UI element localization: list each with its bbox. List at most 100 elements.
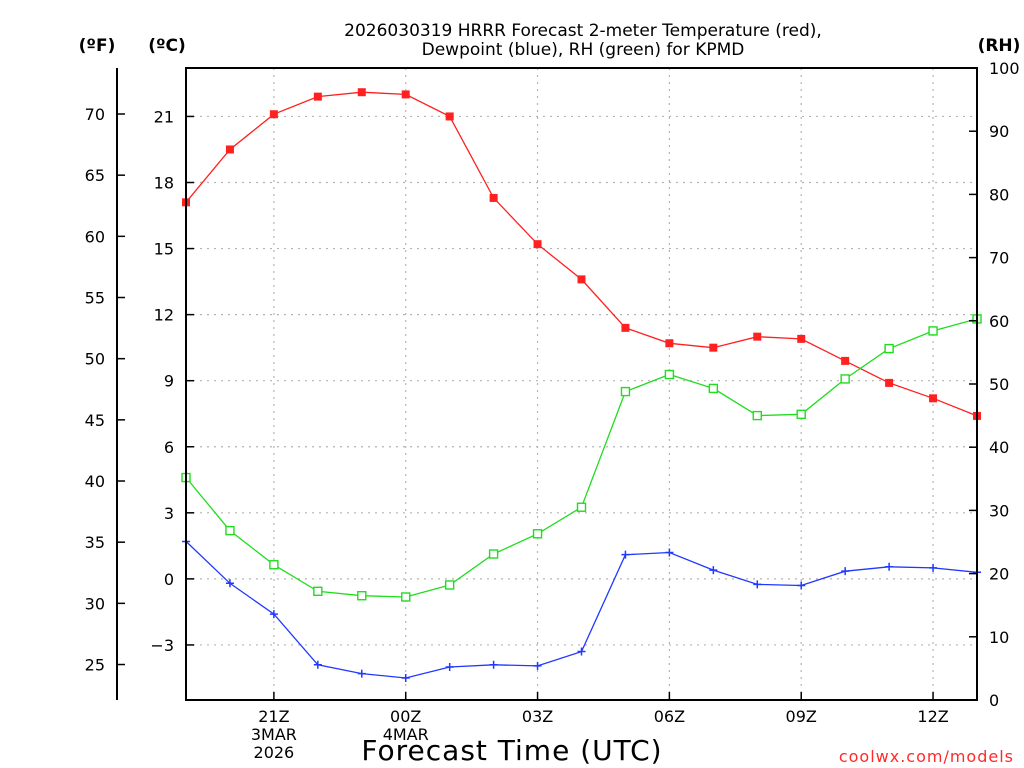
celsius-tick-label: 9 (164, 372, 174, 391)
dewpoint-point (621, 550, 630, 559)
watermark: coolwx.com/models (839, 747, 1014, 766)
rh-point (752, 410, 762, 421)
rh-tick-label: 40 (989, 438, 1009, 457)
x-tick-label: 12Z (917, 707, 948, 726)
temperature-point (445, 112, 454, 121)
celsius-unit-label: (ºC) (148, 36, 186, 56)
temperature-point (577, 275, 586, 284)
chart-title-line-2: Dewpoint (blue), RH (green) for KPMD (422, 40, 745, 60)
temperature-point (225, 145, 234, 154)
x-tick-label: 2026 (254, 743, 295, 762)
chart-title-line-1: 2026030319 HRRR Forecast 2-meter Tempera… (344, 21, 822, 41)
dewpoint-point (357, 669, 366, 678)
celsius-tick-label: 21 (154, 107, 174, 126)
x-tick-label: 3MAR (251, 725, 297, 744)
temperature-point (313, 92, 322, 101)
celsius-tick-label: −3 (150, 636, 174, 655)
grid-layer (186, 68, 977, 700)
fahrenheit-tick-label: 25 (85, 656, 105, 675)
rh-tick-label: 10 (989, 628, 1009, 647)
rh-tick-label: 20 (989, 565, 1009, 584)
dewpoint-point (269, 610, 278, 619)
temperature-line (185, 91, 978, 417)
dewpoint-point (225, 579, 234, 588)
dewpoint-point (841, 567, 850, 576)
celsius-tick-label: 0 (164, 570, 174, 589)
fahrenheit-tick-label: 45 (85, 411, 105, 430)
fahrenheit-tick-label: 40 (85, 472, 105, 491)
rh-tick-label: 0 (989, 691, 999, 710)
rh-tick-label: 90 (989, 122, 1009, 141)
dewpoint-point (445, 662, 454, 671)
rh-tick-label: 100 (989, 59, 1020, 78)
rh-point (357, 591, 367, 601)
temperature-point (753, 332, 762, 341)
rh-point (401, 592, 411, 602)
temperature-point (269, 110, 278, 119)
rh-point (884, 343, 894, 354)
temperature-point (797, 334, 806, 343)
x-tick-label: 03Z (522, 707, 553, 726)
dewpoint-point (709, 566, 718, 575)
rh-tick-label: 30 (989, 501, 1009, 520)
dewpoint-point (797, 581, 806, 590)
temperature-point (357, 88, 366, 97)
rh-point (796, 409, 806, 420)
rh-tick-label: 70 (989, 249, 1009, 268)
fahrenheit-tick-label: 70 (85, 105, 105, 124)
series-layer (181, 88, 982, 682)
temperature-point (885, 378, 894, 387)
rh-point (664, 369, 675, 380)
x-tick-label: 06Z (654, 707, 685, 726)
dewpoint-point (489, 660, 498, 669)
dewpoint-point (577, 647, 586, 656)
rh-tick-label: 60 (989, 312, 1009, 331)
celsius-tick-label: 18 (154, 174, 174, 193)
celsius-tick-label: 12 (154, 306, 174, 325)
rh-point (313, 586, 323, 596)
rh-line (185, 318, 978, 598)
celsius-tick-label: 6 (164, 438, 174, 457)
x-tick-label: 00Z (390, 707, 421, 726)
rh-point (928, 326, 938, 336)
rh-point (444, 580, 455, 590)
dewpoint-point (929, 563, 938, 572)
rh-point (840, 374, 850, 384)
x-tick-label: 4MAR (383, 725, 429, 744)
celsius-tick-label: 3 (164, 504, 174, 523)
rh-tick-label: 80 (989, 185, 1009, 204)
plot-frame (185, 67, 978, 701)
rh-point (225, 525, 235, 536)
rh-point (532, 529, 543, 539)
fahrenheit-tick-label: 50 (85, 350, 105, 369)
rh-point (576, 502, 587, 512)
dewpoint-point (665, 548, 674, 557)
rh-point (620, 386, 631, 397)
fahrenheit-tick-label: 65 (85, 166, 105, 185)
temperature-point (709, 343, 718, 352)
temperature-point (489, 193, 498, 202)
x-tick-label: 09Z (786, 707, 817, 726)
dewpoint-point (533, 661, 542, 670)
dewpoint-point (313, 660, 322, 669)
temperature-point (665, 339, 674, 348)
celsius-tick-label: 15 (154, 240, 174, 259)
dewpoint-line (185, 540, 978, 679)
dewpoint-point (753, 580, 762, 589)
temperature-point (929, 394, 938, 403)
rh-point (269, 560, 279, 570)
fahrenheit-tick-label: 30 (85, 594, 105, 613)
rh-point (708, 383, 719, 394)
axes-layer (116, 67, 978, 701)
rh-unit-label: (RH) (978, 36, 1021, 56)
temperature-point (621, 323, 630, 332)
dewpoint-point (401, 673, 410, 682)
temperature-point (401, 90, 410, 99)
fahrenheit-tick-label: 60 (85, 227, 105, 246)
x-tick-label: 21Z (258, 707, 289, 726)
fahrenheit-unit-label: (ºF) (79, 36, 116, 56)
labels-layer: 2026030319 HRRR Forecast 2-meter Tempera… (79, 21, 1021, 767)
temperature-point (533, 240, 542, 249)
x-axis-label: Forecast Time (UTC) (361, 734, 662, 767)
